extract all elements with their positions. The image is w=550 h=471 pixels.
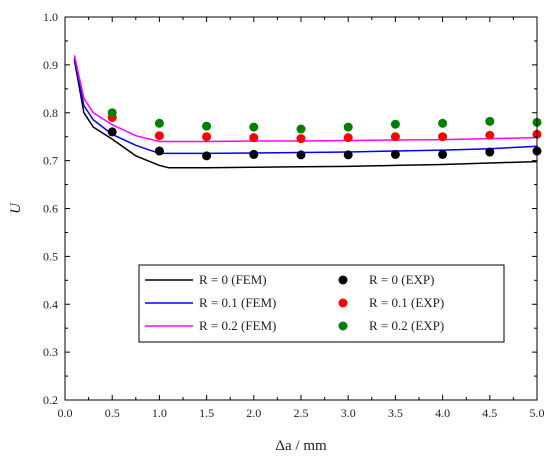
data-point (390, 119, 400, 129)
legend-label: R = 0.2 (FEM) (199, 318, 276, 333)
x-tick-label: 2.5 (294, 406, 309, 420)
data-point (343, 122, 353, 132)
data-point (390, 132, 400, 142)
y-tick-label: 0.4 (43, 297, 58, 311)
data-point (249, 133, 259, 143)
x-tick-label: 0.5 (105, 406, 120, 420)
y-tick-label: 0.9 (43, 58, 58, 72)
legend-box (138, 264, 505, 343)
y-tick-label: 0.2 (43, 393, 58, 407)
series-points (107, 108, 542, 161)
data-point (485, 130, 495, 140)
x-tick-label: 4.5 (482, 406, 497, 420)
y-tick-label: 1.0 (43, 10, 58, 24)
series-lines (73, 55, 538, 169)
y-tick-label: 0.3 (43, 345, 58, 359)
legend-label: R = 0.1 (EXP) (369, 295, 444, 310)
data-point (343, 133, 353, 143)
legend-label: R = 0 (EXP) (369, 272, 434, 287)
data-point (202, 121, 212, 131)
series-line-0 (73, 59, 538, 169)
data-point (249, 122, 259, 132)
x-tick-label: 5.0 (530, 406, 545, 420)
data-point (343, 150, 353, 160)
legend-marker-swatch (338, 298, 348, 308)
data-point (154, 131, 164, 141)
y-tick-label: 0.8 (43, 106, 58, 120)
series-line-2 (73, 55, 538, 143)
x-tick-label: 4.0 (435, 406, 450, 420)
x-tick-label: 2.0 (246, 406, 261, 420)
axes: 0.0 0.5 1.0 1.5 2.0 2.5 3.0 3.5 4.0 4.5 5.0 0.2 0.3 0… (8, 10, 545, 454)
legend-label: R = 0 (FEM) (199, 272, 267, 287)
data-point (107, 127, 117, 137)
x-tick-label: 0.0 (58, 406, 73, 420)
data-point (438, 132, 448, 142)
data-point (154, 146, 164, 156)
legend-marker-swatch (338, 321, 348, 331)
x-tick-label: 1.0 (152, 406, 167, 420)
legend-label: R = 0.2 (EXP) (369, 318, 444, 333)
data-point (485, 147, 495, 157)
legend-label: R = 0.1 (FEM) (199, 295, 276, 310)
data-point (154, 118, 164, 128)
x-tick-label: 3.5 (388, 406, 403, 420)
data-point (202, 132, 212, 142)
y-tick-label: 0.6 (43, 202, 58, 216)
data-point (107, 108, 117, 118)
plot-frame (64, 16, 538, 401)
x-tick-label: 1.5 (199, 406, 214, 420)
data-point (296, 124, 306, 134)
data-point (249, 149, 259, 159)
series-line-1 (73, 57, 538, 155)
legend: R = 0 (FEM) R = 0.1 (FEM) R = 0.2 (FEM) R =… (138, 264, 505, 343)
y-axis-title: U (8, 202, 24, 214)
x-tick-label: 3.0 (341, 406, 356, 420)
x-axis-title: Δa / mm (275, 438, 327, 454)
data-point (296, 150, 306, 160)
legend-marker-swatch (338, 275, 348, 285)
data-point (202, 151, 212, 161)
data-point (390, 149, 400, 159)
y-tick-label: 0.7 (43, 154, 58, 168)
data-point (296, 134, 306, 144)
data-point (438, 149, 448, 159)
data-point (485, 116, 495, 126)
data-point (438, 118, 448, 128)
y-tick-label: 0.5 (43, 249, 58, 263)
